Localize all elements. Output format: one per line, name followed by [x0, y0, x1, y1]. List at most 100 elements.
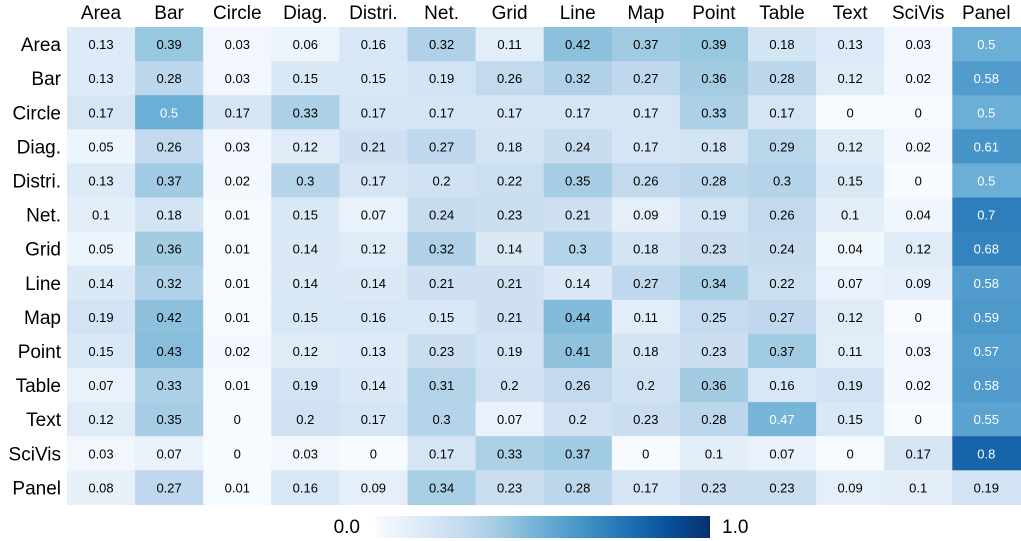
heatmap-cell	[543, 27, 613, 62]
cell-value-label: 0.15	[361, 71, 386, 86]
heatmap-cell	[679, 197, 749, 233]
colorbar-gradient	[376, 516, 710, 538]
cell-value-label: 0.32	[565, 71, 590, 86]
heatmap-cell	[271, 197, 340, 233]
heatmap-cell	[339, 436, 409, 471]
cell-value-label: 0.19	[974, 480, 999, 495]
heatmap-cell	[611, 27, 681, 62]
cell-value-label: 0	[915, 310, 922, 325]
cell-value-label: 0.32	[429, 37, 454, 52]
cell-value-label: 0	[642, 446, 649, 461]
heatmap-cell	[816, 95, 885, 130]
heatmap-cell	[135, 163, 204, 199]
heatmap-cell	[339, 163, 409, 199]
cell-value-label: 0.5	[977, 174, 995, 189]
cell-value-label: 0.13	[88, 174, 113, 189]
heatmap-cell	[67, 27, 136, 62]
heatmap-cell	[748, 197, 817, 233]
cell-value-label: 0.15	[837, 412, 862, 427]
heatmap-cell	[135, 299, 204, 335]
heatmap-cell	[135, 265, 204, 301]
heatmap-cell	[679, 27, 749, 62]
heatmap-cell	[952, 265, 1021, 301]
cell-value-label: 0.24	[769, 242, 794, 257]
cell-value-label: 0.58	[974, 378, 999, 393]
heatmap-cell	[475, 95, 545, 130]
cell-value-label: 0.07	[361, 208, 386, 223]
cell-value-label: 0.27	[769, 310, 794, 325]
heatmap-cell	[475, 27, 545, 62]
heatmap-cell	[952, 299, 1021, 335]
cell-value-label: 0.18	[769, 37, 794, 52]
cell-value-label: 0.25	[701, 310, 726, 325]
heatmap-cell	[203, 231, 272, 267]
heatmap-cell	[884, 197, 953, 233]
cell-value-label: 0.23	[701, 480, 726, 495]
cell-value-label: 0.12	[837, 310, 862, 325]
cell-value-label: 0.23	[701, 344, 726, 359]
heatmap-cell	[203, 402, 272, 437]
cell-value-label: 0.12	[837, 71, 862, 86]
heatmap-cell	[135, 402, 204, 437]
heatmap-cell	[135, 197, 204, 233]
cell-value-label: 0.37	[156, 174, 181, 189]
heatmap-cell	[679, 368, 749, 403]
heatmap-cell	[816, 265, 885, 301]
cell-value-label: 0.21	[361, 139, 386, 154]
cell-value-label: 0.2	[501, 378, 519, 393]
cell-value-label: 0.37	[633, 37, 658, 52]
column-label: Distri.	[349, 3, 398, 24]
cell-value-label: 0.26	[156, 139, 181, 154]
cell-value-label: 0.26	[633, 174, 658, 189]
cell-value-label: 0.68	[974, 242, 999, 257]
heatmap-cell	[475, 231, 545, 267]
heatmap-cell	[884, 368, 953, 403]
heatmap-cell	[475, 333, 545, 369]
heatmap-cell	[135, 368, 204, 403]
heatmap-cell	[67, 95, 136, 130]
cell-value-label: 0.28	[701, 412, 726, 427]
colorbar-min-label: 0.0	[334, 517, 360, 538]
heatmap-cell	[407, 299, 477, 335]
heatmap-cell	[884, 402, 953, 437]
cell-value-label: 0.5	[160, 105, 178, 120]
cell-value-label: 0.13	[88, 37, 113, 52]
row-label: Map	[24, 308, 61, 329]
column-label: Line	[560, 3, 596, 24]
heatmap-cell	[203, 368, 272, 403]
cell-value-label: 0.31	[429, 378, 454, 393]
heatmap-cell	[67, 402, 136, 437]
cell-value-label: 0.33	[701, 105, 726, 120]
heatmap-cell	[543, 299, 613, 335]
cell-value-label: 0.22	[769, 276, 794, 291]
heatmap-cell	[271, 95, 340, 130]
cell-value-label: 0.23	[429, 344, 454, 359]
cell-value-label: 0.16	[293, 480, 318, 495]
heatmap-cell	[611, 129, 681, 164]
cell-value-label: 0.01	[225, 378, 250, 393]
cell-value-label: 0.03	[225, 37, 250, 52]
heatmap-cell	[407, 163, 477, 199]
row-label: Table	[16, 376, 61, 397]
cell-value-label: 0.12	[361, 242, 386, 257]
heatmap-cell	[475, 436, 545, 471]
cell-value-label: 0.12	[906, 242, 931, 257]
cell-value-label: 0.3	[296, 174, 314, 189]
heatmap-cell	[611, 402, 681, 437]
cell-value-label: 0.58	[974, 276, 999, 291]
cell-value-label: 0.37	[565, 446, 590, 461]
column-label: Table	[759, 3, 804, 24]
heatmap-cell	[679, 402, 749, 437]
heatmap-cell	[203, 197, 272, 233]
heatmap-cell	[67, 333, 136, 369]
heatmap-cell	[271, 265, 340, 301]
heatmap-cell	[271, 402, 340, 437]
heatmap-cell	[952, 163, 1021, 199]
heatmap-cell	[543, 436, 613, 471]
column-label: Map	[627, 3, 664, 24]
heatmap-cell	[884, 27, 953, 62]
heatmap-cell	[67, 470, 136, 505]
heatmap-cell	[816, 436, 885, 471]
heatmap-cell	[952, 95, 1021, 130]
heatmap-cell	[475, 163, 545, 199]
